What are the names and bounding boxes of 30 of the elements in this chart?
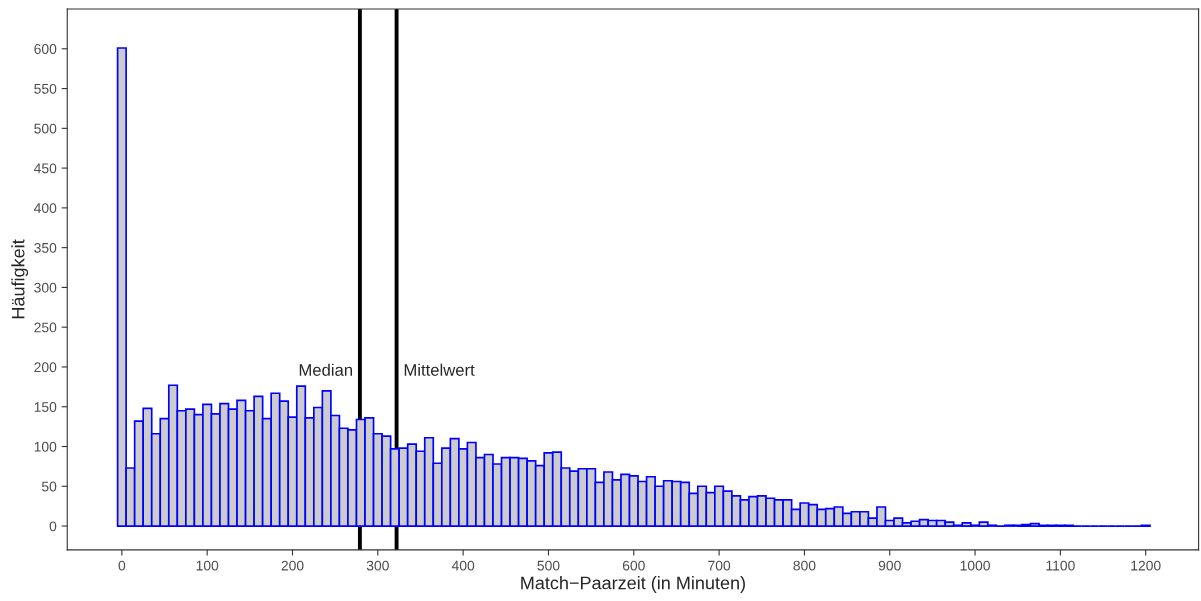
y-tick-label: 350: [34, 242, 57, 253]
y-tick-label: 0: [49, 521, 57, 532]
y-tick-label: 600: [34, 44, 57, 54]
y-tick-label: 400: [33, 203, 57, 214]
y-axis-title: Häufigkeit: [11, 239, 29, 319]
x-tick-label: 300: [366, 560, 389, 571]
x-tick-label: 700: [708, 560, 731, 571]
x-tick-label: 100: [196, 560, 219, 571]
x-tick-label: 900: [878, 560, 901, 571]
y-tick-label: 250: [34, 322, 57, 333]
x-tick-label: 200: [281, 560, 304, 571]
x-tick-label: 800: [793, 560, 816, 571]
y-tick-label: 500: [34, 123, 57, 134]
x-tick-label: 1000: [960, 560, 990, 571]
y-tick-label: 450: [33, 163, 57, 174]
y-tick-label: 100: [34, 441, 57, 452]
y-tick-label: 200: [34, 362, 57, 373]
x-tick-label: 500: [537, 560, 560, 571]
x-tick-label: 400: [451, 560, 475, 571]
y-tick-label: 50: [41, 481, 57, 492]
ref-line-label: Median: [299, 363, 352, 376]
y-tick-label: 150: [34, 402, 57, 412]
x-tick-label: 600: [622, 560, 645, 571]
x-tick-label: 1100: [1046, 560, 1075, 571]
ref-line-label: Mittelwert: [404, 363, 475, 376]
x-tick-label: 0: [118, 560, 126, 571]
y-tick-label: 550: [34, 83, 57, 94]
y-tick-label: 300: [34, 282, 57, 293]
x-axis-title: Match−Paarzeit (in Minuten): [521, 576, 745, 593]
x-tick-label: 1200: [1131, 560, 1161, 571]
